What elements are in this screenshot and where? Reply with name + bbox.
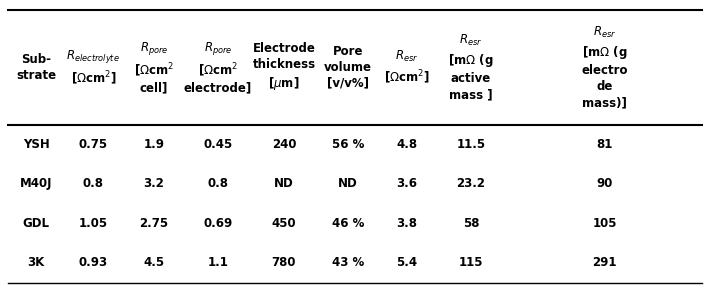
Text: 0.8: 0.8 (83, 177, 104, 190)
Text: 240: 240 (272, 138, 296, 151)
Text: 0.45: 0.45 (204, 138, 233, 151)
Text: Electrode
thickness
[$\mu$m]: Electrode thickness [$\mu$m] (252, 42, 315, 92)
Text: $R_{electrolyte}$
[$\Omega$cm$^2$]: $R_{electrolyte}$ [$\Omega$cm$^2$] (67, 48, 120, 87)
Text: Pore
volume
[v/v%]: Pore volume [v/v%] (324, 45, 372, 90)
Text: 56 %: 56 % (332, 138, 364, 151)
Text: ND: ND (274, 177, 294, 190)
Text: 105: 105 (592, 217, 617, 230)
Text: 23.2: 23.2 (457, 177, 486, 190)
Text: 0.8: 0.8 (207, 177, 229, 190)
Text: 4.8: 4.8 (396, 138, 417, 151)
Text: 43 %: 43 % (332, 257, 364, 269)
Text: 90: 90 (596, 177, 613, 190)
Text: 780: 780 (272, 257, 296, 269)
Text: 1.1: 1.1 (208, 257, 229, 269)
Text: 0.75: 0.75 (79, 138, 108, 151)
Text: $R_{esr}$
[$\Omega$cm$^2$]: $R_{esr}$ [$\Omega$cm$^2$] (384, 49, 430, 86)
Text: 3.8: 3.8 (396, 217, 417, 230)
Text: $R_{pore}$
[$\Omega$cm$^2$
cell]: $R_{pore}$ [$\Omega$cm$^2$ cell] (134, 40, 174, 95)
Text: 450: 450 (272, 217, 296, 230)
Text: 5.4: 5.4 (396, 257, 417, 269)
Text: 3K: 3K (28, 257, 45, 269)
Text: Sub-
strate: Sub- strate (16, 53, 56, 82)
Text: 1.05: 1.05 (79, 217, 108, 230)
Text: 4.5: 4.5 (143, 257, 165, 269)
Text: 291: 291 (592, 257, 617, 269)
Text: 0.69: 0.69 (204, 217, 233, 230)
Text: $R_{esr}$
[m$\Omega$ (g
electro
de
mass)]: $R_{esr}$ [m$\Omega$ (g electro de mass)… (581, 25, 628, 109)
Text: 81: 81 (596, 138, 613, 151)
Text: ND: ND (338, 177, 358, 190)
Text: 11.5: 11.5 (457, 138, 486, 151)
Text: 3.2: 3.2 (143, 177, 165, 190)
Text: 1.9: 1.9 (143, 138, 165, 151)
Text: GDL: GDL (23, 217, 50, 230)
Text: 3.6: 3.6 (396, 177, 417, 190)
Text: 46 %: 46 % (332, 217, 364, 230)
Text: $R_{pore}$
[$\Omega$cm$^2$
electrode]: $R_{pore}$ [$\Omega$cm$^2$ electrode] (184, 40, 252, 95)
Text: YSH: YSH (23, 138, 50, 151)
Text: $R_{esr}$
[m$\Omega$ (g
active
mass ]: $R_{esr}$ [m$\Omega$ (g active mass ] (449, 33, 493, 101)
Text: 2.75: 2.75 (139, 217, 168, 230)
Text: 0.93: 0.93 (79, 257, 108, 269)
Text: M40J: M40J (20, 177, 53, 190)
Text: 115: 115 (459, 257, 484, 269)
Text: 58: 58 (463, 217, 479, 230)
